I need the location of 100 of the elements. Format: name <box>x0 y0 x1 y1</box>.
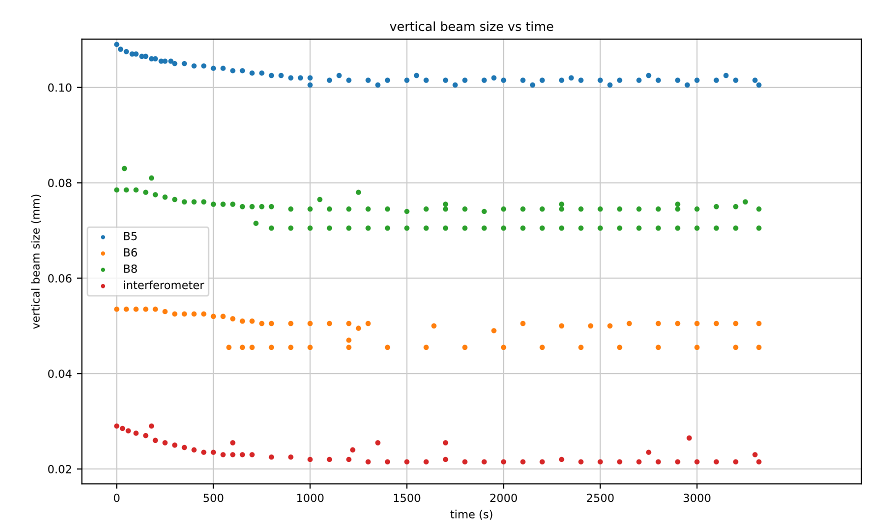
point <box>686 435 692 441</box>
point <box>288 454 294 460</box>
point <box>182 444 187 450</box>
point <box>607 323 613 328</box>
y-tick-label: 0.06 <box>48 274 72 283</box>
point <box>220 452 226 458</box>
point <box>308 320 313 326</box>
point <box>346 338 352 343</box>
point <box>114 306 120 312</box>
point <box>308 456 313 462</box>
point <box>442 440 448 446</box>
point <box>210 314 216 319</box>
point <box>162 308 168 314</box>
point <box>268 454 274 460</box>
point <box>366 320 371 326</box>
point <box>578 344 584 350</box>
point <box>230 452 236 458</box>
legend-label: B8 <box>124 264 137 273</box>
point <box>162 440 168 446</box>
point <box>675 459 680 464</box>
point <box>756 344 762 350</box>
point <box>656 344 661 350</box>
point <box>126 428 131 434</box>
point <box>636 459 642 464</box>
point <box>124 306 129 312</box>
point <box>578 459 584 464</box>
point <box>491 328 496 334</box>
x-tick-label: 3000 <box>684 494 710 502</box>
x-tick-label: 2000 <box>490 494 517 502</box>
point <box>288 320 294 326</box>
point <box>201 450 206 455</box>
x-tick-label: 1000 <box>297 494 324 502</box>
point <box>558 456 564 462</box>
x-tick-label: 500 <box>204 494 224 502</box>
point <box>259 320 264 326</box>
point <box>346 320 352 326</box>
point <box>346 344 352 350</box>
y-tick-label: 0.02 <box>48 464 72 474</box>
point <box>733 344 738 350</box>
point <box>520 320 526 326</box>
y-tick-label: 0.04 <box>48 370 72 378</box>
point <box>191 311 197 317</box>
x-axis-title: time (s) <box>450 510 492 520</box>
point <box>431 323 437 328</box>
point <box>240 452 246 458</box>
point <box>694 344 700 350</box>
y-tick-label: 0.08 <box>48 178 72 188</box>
point <box>540 459 545 464</box>
point <box>191 447 197 453</box>
point <box>626 320 632 326</box>
point <box>230 440 236 446</box>
point <box>143 306 148 312</box>
point <box>210 450 216 455</box>
point <box>114 423 120 429</box>
point <box>617 459 622 464</box>
point <box>250 318 255 324</box>
point <box>268 320 274 326</box>
point <box>756 459 762 464</box>
point <box>500 459 506 464</box>
point <box>520 459 526 464</box>
point <box>656 320 661 326</box>
point <box>384 344 390 350</box>
point <box>752 452 758 458</box>
x-tick-label: 1500 <box>394 494 420 502</box>
point <box>714 320 719 326</box>
point <box>598 459 603 464</box>
point <box>240 318 246 324</box>
legend-label: interferometer <box>124 280 204 290</box>
point <box>120 426 126 432</box>
y-axis-title: vertical beam size (mm) <box>31 194 42 329</box>
point <box>226 344 232 350</box>
point <box>308 344 313 350</box>
point <box>540 344 545 350</box>
point <box>152 438 158 443</box>
point <box>442 456 448 462</box>
point <box>240 344 246 350</box>
point <box>733 320 738 326</box>
point <box>694 320 700 326</box>
point <box>250 452 255 458</box>
point <box>675 320 680 326</box>
point <box>143 433 148 438</box>
point <box>268 344 274 350</box>
point <box>384 459 390 464</box>
point <box>656 459 661 464</box>
point <box>152 306 158 312</box>
point <box>756 320 762 326</box>
point <box>588 323 594 328</box>
y-tick-label: 0.10 <box>48 83 72 92</box>
point <box>230 316 236 322</box>
point <box>182 311 187 317</box>
point <box>220 314 226 319</box>
point <box>646 450 652 455</box>
x-tick-label: 2500 <box>586 494 614 502</box>
point <box>250 344 255 350</box>
point <box>133 306 139 312</box>
point <box>326 456 332 462</box>
chart-title: vertical beam size vs time <box>390 21 554 32</box>
x-tick-label: 0 <box>114 494 120 502</box>
point <box>424 459 429 464</box>
point <box>404 459 410 464</box>
